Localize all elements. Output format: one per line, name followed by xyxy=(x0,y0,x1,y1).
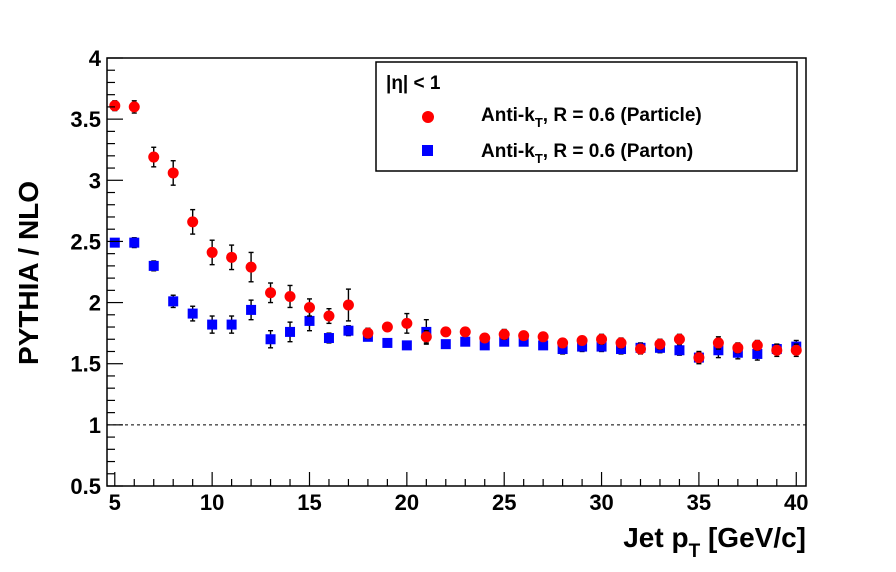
data-point-particle xyxy=(362,327,374,339)
data-point-parton xyxy=(713,345,724,356)
data-point-parton xyxy=(187,308,198,319)
x-tick-label: 35 xyxy=(687,490,711,515)
y-tick-label: 2 xyxy=(89,291,101,316)
y-tick-label: 3 xyxy=(89,168,101,193)
data-point-particle xyxy=(226,251,238,263)
data-point-particle xyxy=(342,299,354,311)
data-point-parton xyxy=(226,319,237,330)
y-tick-label: 1.5 xyxy=(70,352,101,377)
data-point-particle xyxy=(420,331,432,343)
data-point-particle xyxy=(693,352,705,364)
data-point-parton xyxy=(109,237,120,248)
legend-box xyxy=(375,61,798,172)
data-point-parton xyxy=(557,344,568,355)
data-point-particle xyxy=(303,301,315,313)
data-point-particle xyxy=(596,333,608,345)
data-point-parton xyxy=(129,237,140,248)
data-point-parton xyxy=(246,304,257,315)
legend-header: |η| < 1 xyxy=(386,73,441,94)
data-point-parton xyxy=(304,315,315,326)
data-point-particle xyxy=(518,330,530,342)
data-point-particle xyxy=(790,344,802,356)
y-tick-label: 0.5 xyxy=(70,474,101,499)
x-axis-title-main: Jet p xyxy=(623,522,688,553)
data-point-particle xyxy=(576,334,588,346)
data-point-parton xyxy=(616,344,627,355)
data-point-parton xyxy=(148,260,159,271)
data-point-parton xyxy=(168,296,179,307)
data-point-particle xyxy=(128,101,140,113)
legend-label-parton: Anti-kT, R = 0.6 (Parton) xyxy=(481,141,693,166)
data-point-particle xyxy=(284,290,296,302)
data-point-particle xyxy=(557,337,569,349)
data-point-parton xyxy=(674,345,685,356)
legend: |η| < 1 Anti-kT, R = 0.6 (Particle) Anti… xyxy=(375,61,798,172)
data-point-particle xyxy=(459,326,471,338)
x-axis-title-sub: T xyxy=(689,541,701,562)
x-tick-label: 40 xyxy=(784,490,808,515)
legend-marker-parton xyxy=(422,145,433,156)
data-point-particle xyxy=(167,167,179,179)
data-point-particle xyxy=(401,317,413,329)
y-tick-label: 4 xyxy=(89,46,102,71)
data-point-parton xyxy=(460,336,471,347)
data-point-particle xyxy=(712,337,724,349)
data-point-particle xyxy=(751,339,763,351)
x-tick-label: 25 xyxy=(492,490,516,515)
data-point-particle xyxy=(381,321,393,333)
data-point-particle xyxy=(323,310,335,322)
data-point-particle xyxy=(440,326,452,338)
data-point-particle xyxy=(109,100,121,112)
y-axis-title: PYTHIA / NLO xyxy=(13,181,44,365)
x-tick-label: 20 xyxy=(395,490,419,515)
data-point-particle xyxy=(206,246,218,258)
data-point-parton xyxy=(285,326,296,337)
axes: 5 10 15 20 25 30 35 40 0.5 1 1.5 2 2.5 3 3.5 4 xyxy=(70,46,808,515)
data-point-particle xyxy=(187,216,199,228)
data-point-parton xyxy=(538,340,549,351)
x-tick-label: 10 xyxy=(200,490,224,515)
data-point-particle xyxy=(615,337,627,349)
data-point-parton xyxy=(207,319,218,330)
data-point-particle xyxy=(732,342,744,354)
data-point-parton xyxy=(752,348,763,359)
data-point-parton xyxy=(479,340,490,351)
data-point-particle xyxy=(537,331,549,343)
data-point-particle xyxy=(479,332,491,344)
data-point-particle xyxy=(673,333,685,345)
y-tick-label: 1 xyxy=(89,413,101,438)
data-point-parton xyxy=(577,341,588,352)
legend-label-particle: Anti-kT, R = 0.6 (Particle) xyxy=(481,105,702,130)
y-tick-label: 2.5 xyxy=(70,229,101,254)
data-point-parton xyxy=(518,336,529,347)
x-axis-title: Jet pT [GeV/c] xyxy=(623,522,806,562)
data-point-parton xyxy=(265,334,276,345)
data-point-particle xyxy=(148,151,160,163)
x-axis-title-unit: [GeV/c] xyxy=(700,522,806,553)
x-tick-label: 5 xyxy=(109,490,121,515)
data-point-particle xyxy=(265,287,277,299)
data-point-parton xyxy=(343,325,354,336)
data-point-parton xyxy=(499,336,510,347)
data-point-parton xyxy=(440,339,451,350)
data-point-particle xyxy=(245,261,257,273)
data-point-particle xyxy=(498,328,510,340)
plot-frame xyxy=(106,57,807,487)
x-tick-label: 15 xyxy=(297,490,321,515)
data-point-parton xyxy=(596,341,607,352)
x-tick-label: 30 xyxy=(589,490,613,515)
y-tick-label: 3.5 xyxy=(70,107,101,132)
data-point-parton xyxy=(382,337,393,348)
data-point-particle xyxy=(771,344,783,356)
data-point-particle xyxy=(654,338,666,350)
data-point-particle xyxy=(634,343,646,355)
data-point-parton xyxy=(401,340,412,351)
data-point-parton xyxy=(323,333,334,344)
plot-area xyxy=(107,100,806,426)
legend-marker-particle xyxy=(422,111,434,123)
